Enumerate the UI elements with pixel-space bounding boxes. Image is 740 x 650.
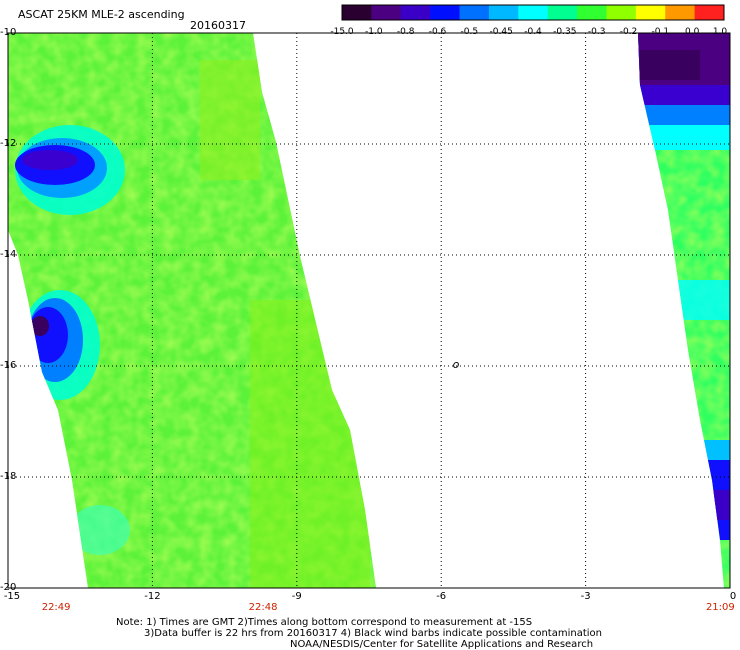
colorbar-swatch: [606, 5, 637, 20]
map-date: 20160317: [190, 19, 246, 32]
colorbar: [341, 4, 725, 21]
colorbar-label: -15.0: [330, 27, 354, 37]
swath-left: [8, 33, 376, 588]
colorbar-swatch: [547, 5, 578, 20]
colorbar-swatch: [371, 5, 402, 20]
pass-time-label: 21:09: [705, 602, 735, 613]
x-tick-label: -3: [580, 591, 591, 602]
y-tick-label: -14: [0, 249, 17, 260]
plot-frame: [7, 32, 731, 589]
y-tick-label: -10: [0, 27, 17, 38]
pass-time-label: 22:48: [248, 602, 278, 613]
x-tick-label: -12: [144, 591, 161, 602]
pass-time-label: 22:49: [41, 602, 71, 613]
colorbar-swatch: [459, 5, 490, 20]
colorbar-label: -0.5: [460, 27, 479, 37]
colorbar-label: -0.3: [587, 27, 606, 37]
colorbar-label: -0.6: [428, 27, 447, 37]
colorbar-label: -0.1: [651, 27, 670, 37]
colorbar-label: -1.0: [365, 27, 383, 37]
x-tick-label: -9: [291, 591, 302, 602]
colorbar-label: 1.0: [712, 27, 728, 37]
colorbar-label: -0.2: [619, 27, 638, 37]
colorbar-label: -0.8: [396, 27, 415, 37]
note-line-3: NOAA/NESDIS/Center for Satellite Applica…: [290, 639, 594, 650]
colorbar-swatch: [577, 5, 607, 20]
colorbar-label: -0.4: [524, 27, 542, 37]
swath-right: [638, 33, 730, 588]
y-tick-label: -12: [0, 138, 17, 149]
colorbar-label: 0.0: [684, 27, 700, 37]
colorbar-label: -0.45: [489, 27, 513, 37]
colorbar-swatch: [665, 5, 696, 20]
colorbar-swatch: [430, 5, 461, 20]
note-line-2: 3)Data buffer is 22 hrs from 20160317 4)…: [144, 628, 602, 639]
colorbar-swatch: [400, 5, 431, 20]
colorbar-swatch: [488, 5, 519, 20]
wind-marker: o: [452, 358, 460, 371]
colorbar-swatch: [518, 5, 549, 20]
colorbar-frame: [341, 4, 725, 21]
colorbar-swatch: [342, 5, 372, 20]
y-tick-label: -20: [0, 582, 17, 593]
y-tick-label: -18: [0, 471, 17, 482]
colorbar-swatch: [694, 5, 725, 20]
y-tick-label: -16: [0, 360, 17, 371]
note-line-1: Note: 1) Times are GMT 2)Times along bot…: [116, 617, 533, 628]
colorbar-swatch: [635, 5, 666, 20]
map-title: ASCAT 25KM MLE-2 ascending: [18, 8, 185, 21]
x-tick-label: -15: [3, 591, 21, 602]
x-tick-label: -6: [436, 591, 447, 602]
colorbar-label: -0.35: [553, 27, 577, 37]
x-tick-label: 0: [729, 591, 737, 602]
